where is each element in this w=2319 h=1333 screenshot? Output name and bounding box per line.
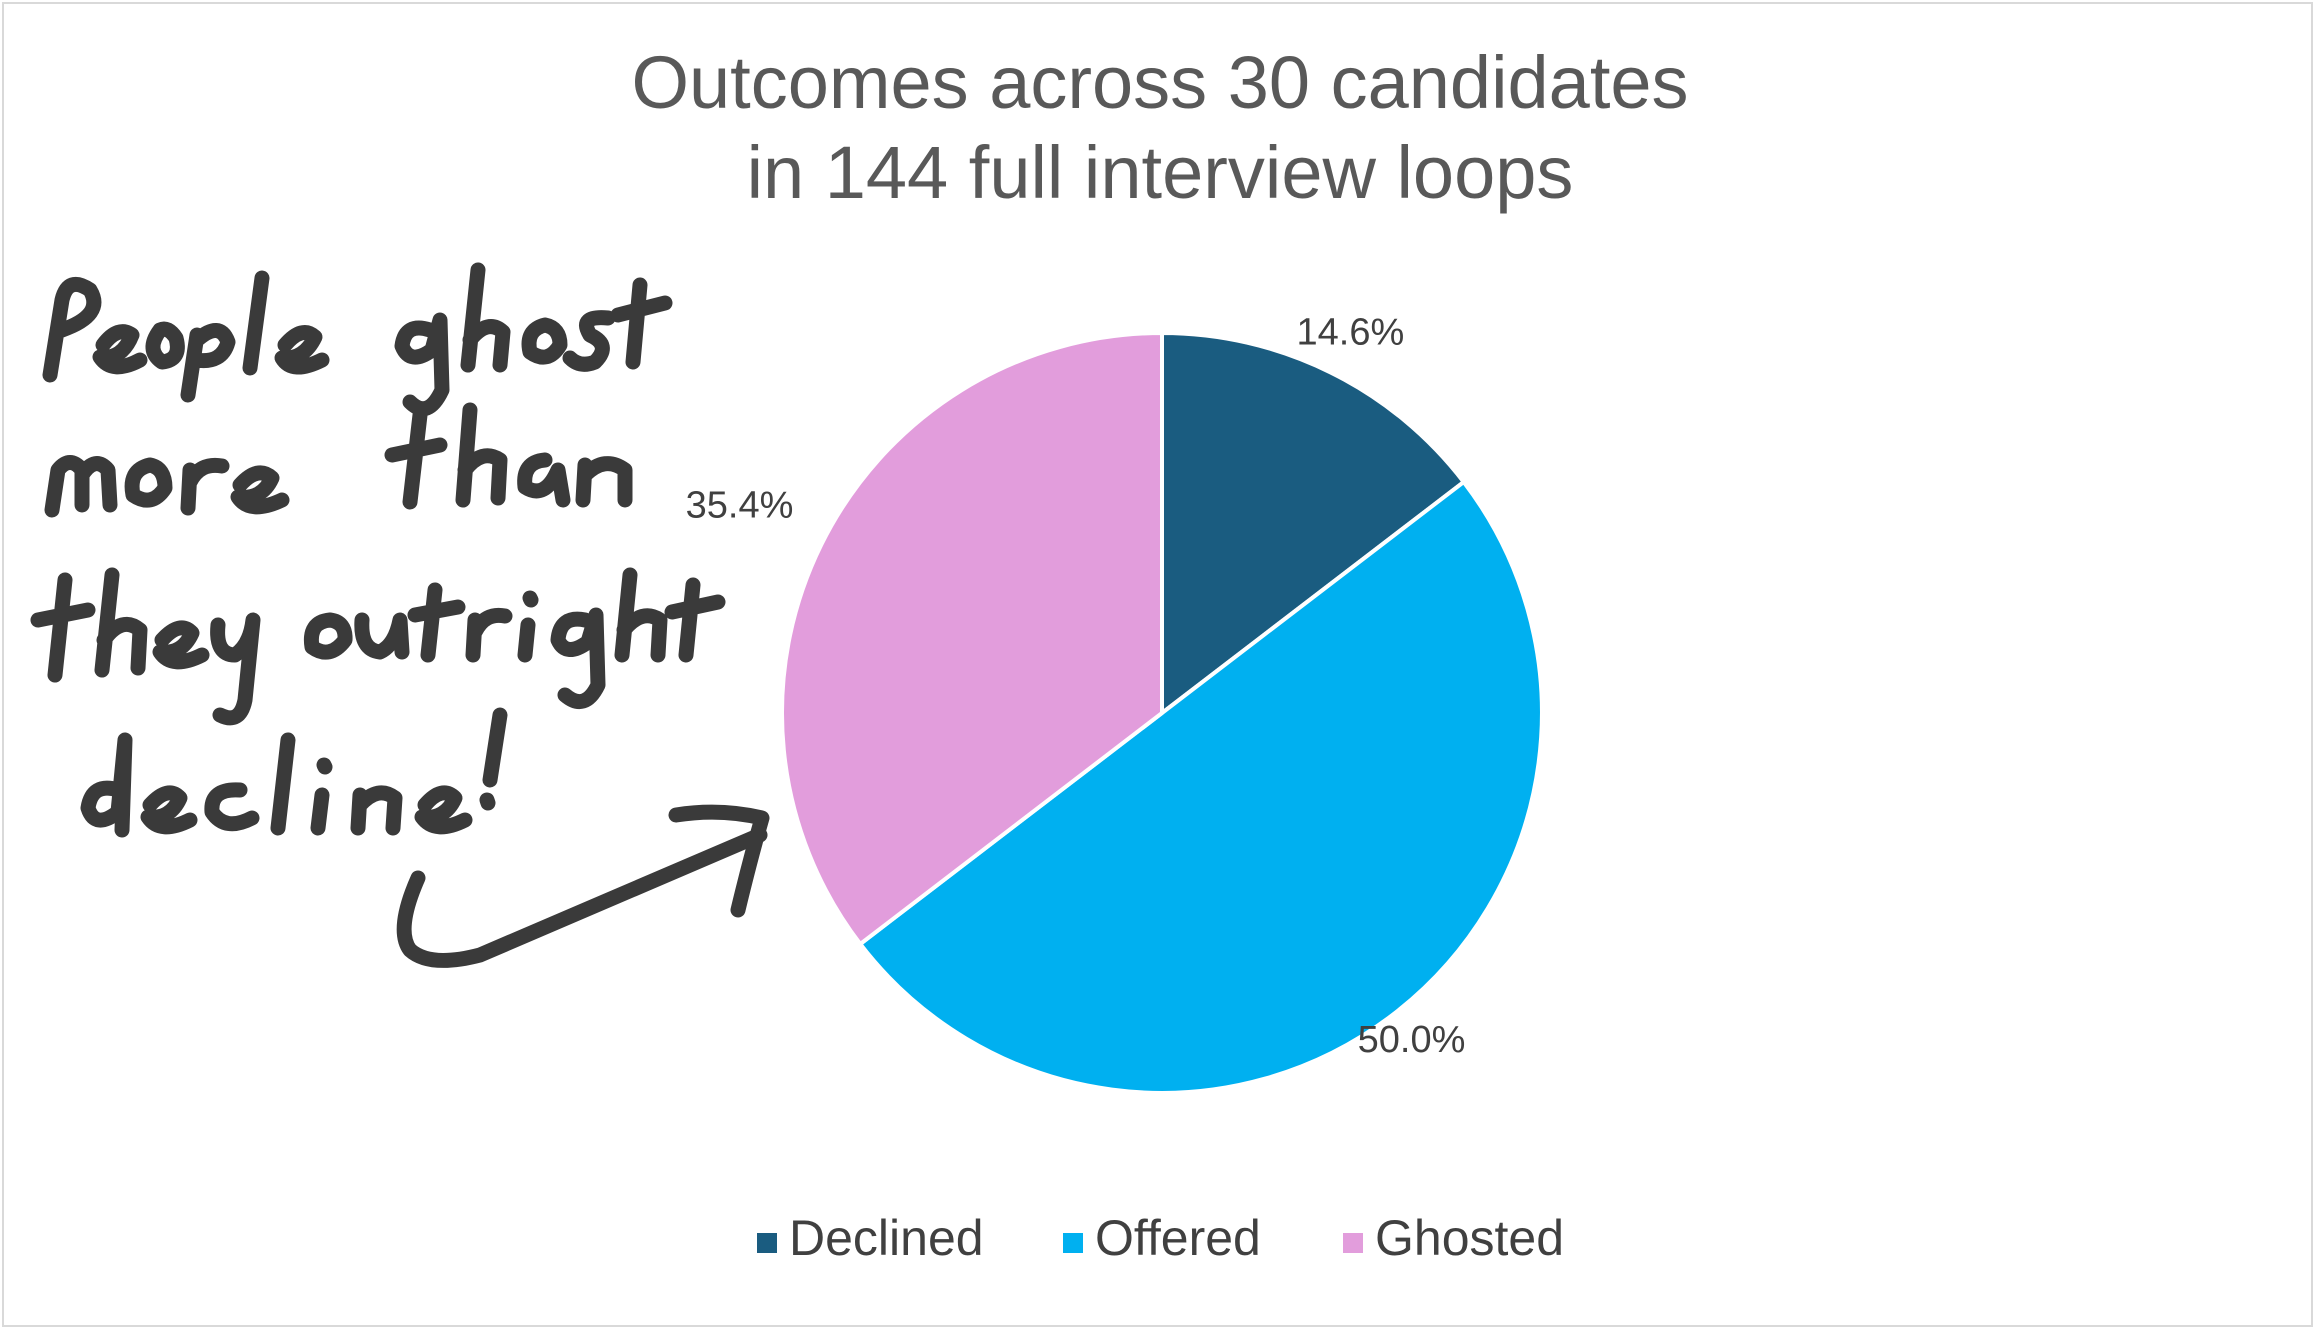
legend-swatch-offered bbox=[1063, 1233, 1083, 1253]
legend-label-declined[interactable]: Declined bbox=[789, 1210, 984, 1266]
chart-title-line-2: in 144 full interview loops bbox=[747, 131, 1574, 214]
pie-slices bbox=[780, 331, 1544, 1095]
data-label-ghosted: 35.4% bbox=[686, 484, 794, 526]
pie-data-labels: 14.6% 50.0% 35.4% bbox=[686, 311, 1466, 1061]
pie-slice-offered[interactable] bbox=[858, 479, 1544, 1095]
pie-slice-ghosted[interactable] bbox=[780, 331, 1164, 947]
handwritten-annotation bbox=[30, 262, 770, 968]
chart-title-line-1: Outcomes across 30 candidates bbox=[631, 41, 1688, 124]
chart-legend: Declined Offered Ghosted bbox=[757, 1210, 1564, 1266]
legend-swatch-declined bbox=[757, 1233, 777, 1253]
data-label-declined: 14.6% bbox=[1297, 311, 1405, 353]
legend-swatch-ghosted bbox=[1343, 1233, 1363, 1253]
legend-label-ghosted[interactable]: Ghosted bbox=[1375, 1210, 1564, 1266]
data-label-offered: 50.0% bbox=[1358, 1019, 1466, 1061]
pie-slice-declined[interactable] bbox=[1160, 331, 1466, 715]
legend-label-offered[interactable]: Offered bbox=[1095, 1210, 1261, 1266]
